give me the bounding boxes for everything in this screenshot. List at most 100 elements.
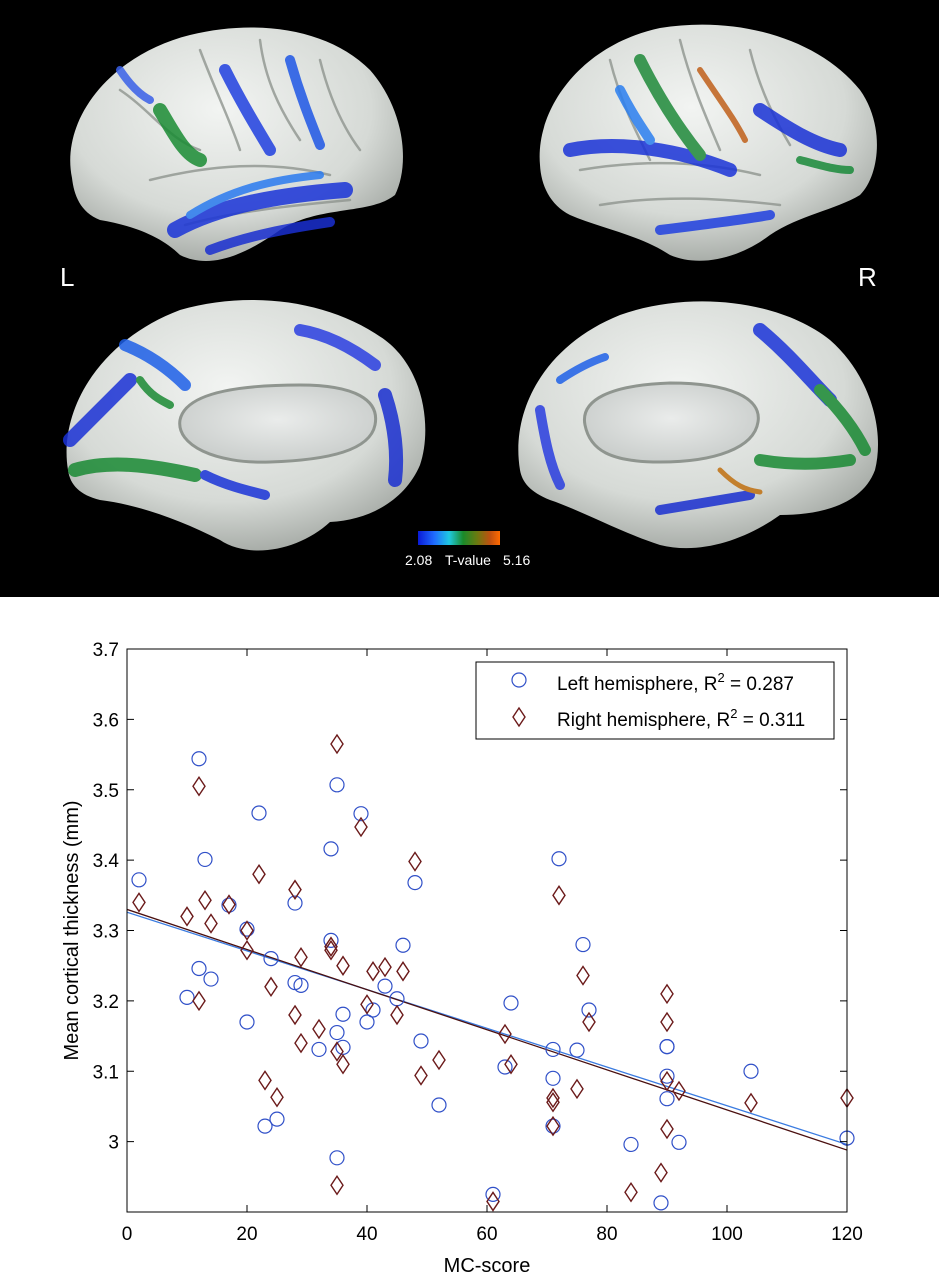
- y-tick-label: 3.6: [93, 710, 119, 731]
- point-left-hemisphere: [671, 1134, 687, 1150]
- point-right-hemisphere: [312, 1018, 326, 1040]
- point-right-hemisphere: [252, 863, 266, 885]
- point-right-hemisphere: [408, 851, 422, 872]
- colorbar: 2.08 T-value 5.16: [405, 531, 530, 568]
- point-right-hemisphere: [552, 885, 566, 906]
- point-left-hemisphere: [659, 1039, 675, 1055]
- point-right-hemisphere: [570, 1078, 584, 1100]
- point-left-hemisphere: [407, 875, 423, 891]
- point-left-hemisphere: [311, 1041, 327, 1058]
- point-left-hemisphere: [659, 1068, 675, 1084]
- legend-entry-right: Right hemisphere, R2 = 0.311: [557, 706, 805, 731]
- x-tick-label: 80: [596, 1224, 617, 1245]
- x-tick-label: 0: [122, 1224, 133, 1245]
- fit-line-right: [126, 908, 848, 1151]
- legend-entry-left: Left hemisphere, R2 = 0.287: [557, 670, 794, 695]
- point-right-hemisphere: [288, 1004, 302, 1026]
- point-right-hemisphere: [258, 1070, 272, 1091]
- point-right-hemisphere: [546, 1115, 560, 1137]
- point-left-hemisphere: [131, 872, 147, 888]
- legend-marker-right: [512, 706, 526, 728]
- point-left-hemisphere: [329, 777, 345, 793]
- point-right-hemisphere: [324, 936, 338, 957]
- point-right-hemisphere: [582, 1011, 596, 1033]
- point-right-hemisphere: [546, 1087, 560, 1109]
- point-right-hemisphere: [192, 990, 206, 1012]
- brain-surface-panel: L R 2.08 T-value 5.16: [0, 0, 939, 597]
- point-right-hemisphere: [654, 1162, 668, 1183]
- point-right-hemisphere: [660, 1070, 674, 1092]
- fit-lines: [126, 908, 848, 1151]
- x-tick-label: 40: [356, 1224, 377, 1245]
- x-axis-label: MC-score: [444, 1255, 531, 1277]
- y-tick-label: 3.5: [93, 781, 119, 802]
- y-tick-label: 3.1: [93, 1062, 119, 1083]
- point-right-hemisphere: [390, 1004, 404, 1026]
- point-left-hemisphere: [653, 1195, 669, 1211]
- point-left-hemisphere: [329, 1024, 345, 1041]
- point-left-hemisphere: [743, 1063, 759, 1079]
- x-tick-label: 20: [236, 1224, 257, 1245]
- point-right-hemisphere: [660, 1011, 674, 1033]
- legend-marker-left: [511, 672, 527, 688]
- point-left-hemisphere: [365, 1002, 381, 1018]
- scatter-plot: 0 20 40 60 80 100 120 3 3.1 3.2 3.3 3.4 3.5 3.6 3.7 MC…: [61, 640, 863, 1277]
- point-right-hemisphere: [660, 983, 674, 1005]
- point-left-hemisphere: [353, 806, 369, 822]
- point-right-hemisphere: [240, 920, 254, 941]
- point-left-hemisphere: [329, 1150, 345, 1166]
- point-left-hemisphere: [257, 1118, 273, 1134]
- point-left-hemisphere: [359, 1014, 375, 1030]
- fit-line-left: [126, 911, 848, 1146]
- point-left-hemisphere: [575, 936, 591, 953]
- point-right-hemisphere: [360, 994, 374, 1015]
- scatter-plot-panel: 0 20 40 60 80 100 120 3 3.1 3.2 3.3 3.4 3.5 3.6 3.7 MC…: [0, 597, 939, 1280]
- right-lateral-hemisphere: [539, 24, 877, 261]
- point-left-hemisphere: [335, 1006, 351, 1022]
- y-axis-label: Mean cortical thickness (mm): [61, 800, 83, 1060]
- point-right-hemisphere: [330, 1041, 344, 1062]
- point-left-hemisphere: [545, 1070, 561, 1086]
- point-left-hemisphere: [191, 960, 207, 977]
- legend-box: [475, 661, 835, 740]
- y-tick-label: 3.4: [93, 851, 120, 872]
- brain-surface-figure: L R 2.08 T-value 5.16: [60, 24, 878, 568]
- colorbar-gradient: [418, 531, 500, 545]
- point-right-hemisphere: [546, 1091, 560, 1113]
- right-medial-hemisphere: [518, 301, 878, 549]
- point-right-hemisphere: [288, 879, 302, 900]
- point-right-hemisphere: [744, 1092, 758, 1114]
- point-right-hemisphere: [240, 939, 254, 961]
- legend: Left hemisphere, R2 = 0.287 Right hemisp…: [475, 661, 835, 740]
- data-points: [131, 733, 855, 1212]
- axis-ticks: 0 20 40 60 80 100 120 3 3.1 3.2 3.3 3.4 3.5 3.6 3.7: [93, 640, 863, 1245]
- point-left-hemisphere: [269, 1111, 285, 1127]
- point-left-hemisphere: [203, 971, 219, 987]
- point-right-hemisphere: [336, 955, 350, 976]
- point-left-hemisphere: [323, 841, 339, 857]
- colorbar-max-label: 5.16: [503, 552, 530, 568]
- point-right-hemisphere: [270, 1087, 284, 1108]
- point-right-hemisphere: [396, 961, 410, 982]
- point-left-hemisphere: [323, 932, 339, 948]
- x-tick-label: 120: [831, 1224, 863, 1245]
- point-right-hemisphere: [378, 956, 392, 978]
- x-tick-label: 100: [711, 1224, 743, 1245]
- point-left-hemisphere: [581, 1002, 597, 1018]
- left-medial-hemisphere: [63, 300, 426, 551]
- point-right-hemisphere: [204, 913, 218, 934]
- point-left-hemisphere: [239, 1014, 255, 1030]
- point-right-hemisphere: [294, 1032, 308, 1054]
- point-right-hemisphere: [294, 946, 308, 968]
- point-left-hemisphere: [197, 851, 213, 868]
- point-right-hemisphere: [264, 976, 278, 998]
- point-left-hemisphere: [545, 1118, 561, 1134]
- point-right-hemisphere: [180, 906, 194, 927]
- point-right-hemisphere: [354, 816, 368, 838]
- y-tick-label: 3.3: [93, 922, 119, 943]
- point-left-hemisphere: [287, 895, 303, 911]
- point-left-hemisphere: [659, 1091, 675, 1107]
- point-left-hemisphere: [293, 977, 309, 993]
- left-hemisphere-label: L: [60, 262, 74, 292]
- point-left-hemisphere: [497, 1059, 513, 1075]
